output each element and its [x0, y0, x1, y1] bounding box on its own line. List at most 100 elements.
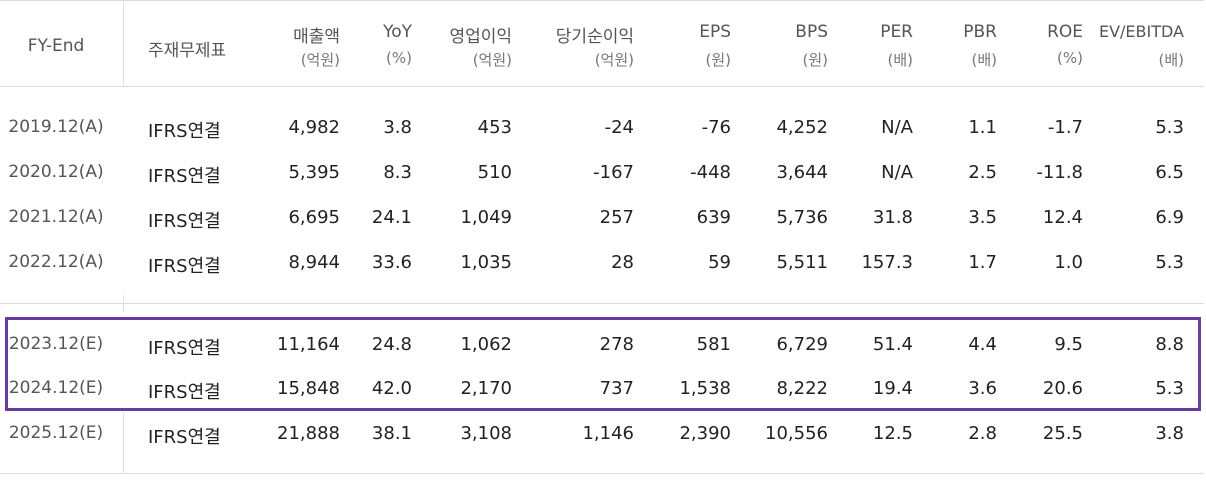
cell-main-statement: IFRS연결 [148, 166, 221, 187]
cell-revenue: 8,944 [288, 252, 340, 273]
header-revenue-unit: (억원) [300, 51, 340, 69]
header-ev-ebitda-unit: (배) [1158, 51, 1184, 69]
header-yoy: YoY [383, 22, 412, 42]
cell-main-statement: IFRS연결 [148, 211, 221, 232]
cell-main-statement: IFRS연결 [148, 427, 221, 448]
cell-bps: 4,252 [776, 117, 828, 138]
cell-pbr: 2.5 [968, 162, 997, 183]
column-divider [123, 295, 124, 312]
cell-roe: 20.6 [1042, 378, 1083, 399]
cell-eps: 1,538 [679, 378, 731, 399]
cell-per: N/A [881, 162, 913, 183]
cell-per: 51.4 [872, 334, 913, 355]
cell-ev-ebitda: 3.8 [1155, 423, 1184, 444]
cell-pbr: 1.1 [968, 117, 997, 138]
cell-eps: 581 [696, 334, 731, 355]
cell-ev-ebitda: 6.9 [1155, 207, 1184, 228]
cell-revenue: 15,848 [277, 378, 340, 399]
cell-bps: 5,511 [776, 252, 828, 273]
cell-fy-end: 2022.12(A) [8, 252, 104, 272]
header-bps: BPS [795, 22, 828, 42]
header-net-income-unit: (억원) [594, 51, 634, 69]
cell-roe: -1.7 [1047, 117, 1083, 138]
cell-bps: 3,644 [776, 162, 828, 183]
cell-roe: 25.5 [1042, 423, 1083, 444]
header-pbr-unit: (배) [971, 51, 997, 69]
header-per-unit: (배) [887, 51, 913, 69]
header-net-income: 당기순이익 [555, 27, 634, 47]
cell-ev-ebitda: 5.3 [1155, 117, 1184, 138]
cell-roe: 1.0 [1054, 252, 1083, 273]
cell-main-statement: IFRS연결 [148, 256, 221, 277]
cell-pbr: 3.5 [968, 207, 997, 228]
header-main-statement: 주재무제표 [148, 41, 227, 61]
cell-revenue: 21,888 [277, 423, 340, 444]
cell-yoy: 3.8 [383, 117, 412, 138]
cell-eps: 2,390 [679, 423, 731, 444]
cell-operating-profit: 1,049 [460, 207, 512, 228]
header-operating-profit-unit: (억원) [472, 51, 512, 69]
cell-net-income: -24 [604, 117, 634, 138]
cell-roe: -11.8 [1036, 162, 1083, 183]
cell-revenue: 5,395 [288, 162, 340, 183]
cell-revenue: 4,982 [288, 117, 340, 138]
cell-bps: 8,222 [776, 378, 828, 399]
header-yoy-unit: (%) [386, 49, 412, 67]
header-roe: ROE [1047, 22, 1083, 42]
cell-bps: 10,556 [765, 423, 828, 444]
cell-per: 157.3 [861, 252, 913, 273]
cell-bps: 6,729 [776, 334, 828, 355]
cell-pbr: 1.7 [968, 252, 997, 273]
cell-pbr: 3.6 [968, 378, 997, 399]
header-revenue: 매출액 [293, 27, 340, 47]
header-eps-unit: (원) [705, 51, 731, 69]
cell-yoy: 33.6 [371, 252, 412, 273]
cell-ev-ebitda: 8.8 [1155, 334, 1184, 355]
cell-eps: -448 [690, 162, 731, 183]
cell-pbr: 4.4 [968, 334, 997, 355]
cell-operating-profit: 1,035 [460, 252, 512, 273]
column-divider [123, 0, 124, 86]
cell-yoy: 8.3 [383, 162, 412, 183]
cell-roe: 12.4 [1042, 207, 1083, 228]
top-border [0, 0, 1204, 1]
header-eps: EPS [699, 22, 731, 42]
cell-revenue: 6,695 [288, 207, 340, 228]
header-fy-end: FY-End [27, 36, 85, 56]
cell-net-income: 1,146 [582, 423, 634, 444]
group-divider [0, 303, 1204, 304]
header-per: PER [880, 22, 913, 42]
cell-fy-end: 2021.12(A) [8, 207, 104, 227]
cell-per: 12.5 [872, 423, 913, 444]
cell-net-income: -167 [593, 162, 634, 183]
header-divider [0, 86, 1204, 87]
cell-net-income: 737 [599, 378, 634, 399]
cell-roe: 9.5 [1054, 334, 1083, 355]
cell-main-statement: IFRS연결 [148, 121, 221, 142]
cell-operating-profit: 3,108 [460, 423, 512, 444]
cell-eps: 59 [708, 252, 731, 273]
cell-yoy: 42.0 [371, 378, 412, 399]
cell-eps: 639 [696, 207, 731, 228]
cell-yoy: 38.1 [371, 423, 412, 444]
cell-main-statement: IFRS연결 [148, 338, 221, 359]
bottom-border [0, 473, 1204, 474]
cell-fy-end: 2019.12(A) [8, 117, 104, 137]
cell-operating-profit: 510 [477, 162, 512, 183]
cell-fy-end: 2024.12(E) [8, 378, 104, 398]
cell-operating-profit: 1,062 [460, 334, 512, 355]
cell-bps: 5,736 [776, 207, 828, 228]
header-bps-unit: (원) [802, 51, 828, 69]
cell-per: 31.8 [872, 207, 913, 228]
cell-operating-profit: 2,170 [460, 378, 512, 399]
cell-pbr: 2.8 [968, 423, 997, 444]
cell-eps: -76 [701, 117, 731, 138]
cell-fy-end: 2023.12(E) [8, 334, 104, 354]
cell-net-income: 278 [599, 334, 634, 355]
header-operating-profit: 영업이익 [449, 27, 512, 47]
cell-yoy: 24.1 [371, 207, 412, 228]
header-roe-unit: (%) [1057, 49, 1083, 67]
cell-ev-ebitda: 5.3 [1155, 252, 1184, 273]
header-pbr: PBR [963, 22, 997, 42]
column-divider [123, 412, 124, 474]
